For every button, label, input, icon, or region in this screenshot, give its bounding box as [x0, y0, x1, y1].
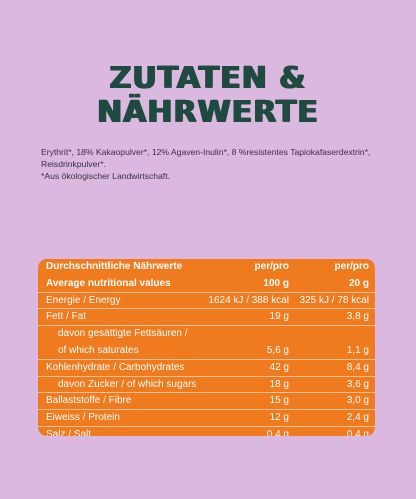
table-row-saturates-de: davon gesättigte Fettsäuren /	[38, 326, 375, 343]
header-label: Durchschnittliche Nährwerte	[46, 261, 183, 272]
value-20g: 3,6 g	[346, 378, 369, 390]
value-100g: 12 g	[269, 412, 289, 424]
title-line-2: NÄHRWERTE	[97, 95, 319, 130]
row-label: Eiweiss / Protein	[46, 412, 120, 424]
value-100g: 15 g	[269, 395, 289, 407]
table-row-fibre: Ballaststoffe / Fibre 15 g 3,0 g	[38, 393, 375, 411]
table-header-row-2: Average nutritional values 100 g 20 g	[38, 276, 375, 293]
value-100g: 42 g	[269, 361, 289, 373]
ingredients-footnote: *Aus ökologischer Landwirtschaft.	[41, 171, 170, 181]
row-label: davon Zucker / of which sugars	[58, 378, 197, 390]
row-label: Fett / Fat	[46, 311, 87, 323]
table-row-carbohydrates: Kohlenhydrate / Carbohydrates 42 g 8,4 g	[38, 360, 375, 377]
table-row-fat: Fett / Fat 19 g 3,8 g	[38, 309, 375, 327]
row-label: Kohlenhydrate / Carbohydrates	[46, 361, 185, 373]
value-20g: 3,8 g	[346, 311, 369, 323]
row-label: of which saturates	[58, 344, 139, 356]
value-100g: 18 g	[269, 378, 289, 390]
row-label: Energie / Energy	[46, 294, 121, 306]
value-20g: 3,0 g	[346, 395, 369, 407]
value-20g: 1,1 g	[346, 344, 369, 356]
ingredients-text: Erythrit*, 18% Kakaopulver*, 12% Agaven-…	[41, 146, 381, 182]
value-20g: 0,4 g	[346, 428, 369, 436]
value-20g: 2,4 g	[346, 412, 369, 424]
table-row-protein: Eiweiss / Protein 12 g 2,4 g	[38, 410, 375, 427]
title-line-1: ZUTATEN &	[109, 61, 307, 96]
header-unit-20g: 20 g	[348, 277, 369, 289]
header-col-20g: per/pro	[334, 261, 369, 272]
value-100g: 19 g	[269, 311, 289, 323]
ingredients-line-2: Reisdrinkpulver*.	[41, 159, 106, 169]
header-col-100g: per/pro	[254, 261, 289, 272]
row-label: davon gesättigte Fettsäuren /	[58, 328, 188, 340]
table-row-sugars: davon Zucker / of which sugars 18 g 3,6 …	[38, 377, 375, 394]
header-unit-100g: 100 g	[263, 277, 289, 289]
value-100g: 5,6 g	[266, 344, 289, 356]
row-label: Ballaststoffe / Fibre	[46, 395, 132, 407]
header-label-en: Average nutritional values	[46, 277, 171, 289]
ingredients-line-1: Erythrit*, 18% Kakaopulver*, 12% Agaven-…	[41, 147, 371, 157]
row-label: Salz / Salt	[46, 428, 92, 436]
value-100g: 1624 kJ / 388 kcal	[208, 294, 289, 306]
table-header-row: Durchschnittliche Nährwerte per/pro per/…	[38, 259, 375, 276]
table-row-saturates: of which saturates 5,6 g 1,1 g	[38, 343, 375, 360]
value-100g: 0,4 g	[266, 428, 289, 436]
nutrition-table: Durchschnittliche Nährwerte per/pro per/…	[38, 259, 375, 436]
table-row-salt: Salz / Salt 0,4 g 0,4 g	[38, 427, 375, 436]
page-title: ZUTATEN & NÄHRWERTE	[0, 62, 416, 130]
value-20g: 8,4 g	[346, 361, 369, 373]
table-row-energy: Energie / Energy 1624 kJ / 388 kcal 325 …	[38, 293, 375, 310]
value-20g: 325 kJ / 78 kcal	[299, 294, 369, 306]
